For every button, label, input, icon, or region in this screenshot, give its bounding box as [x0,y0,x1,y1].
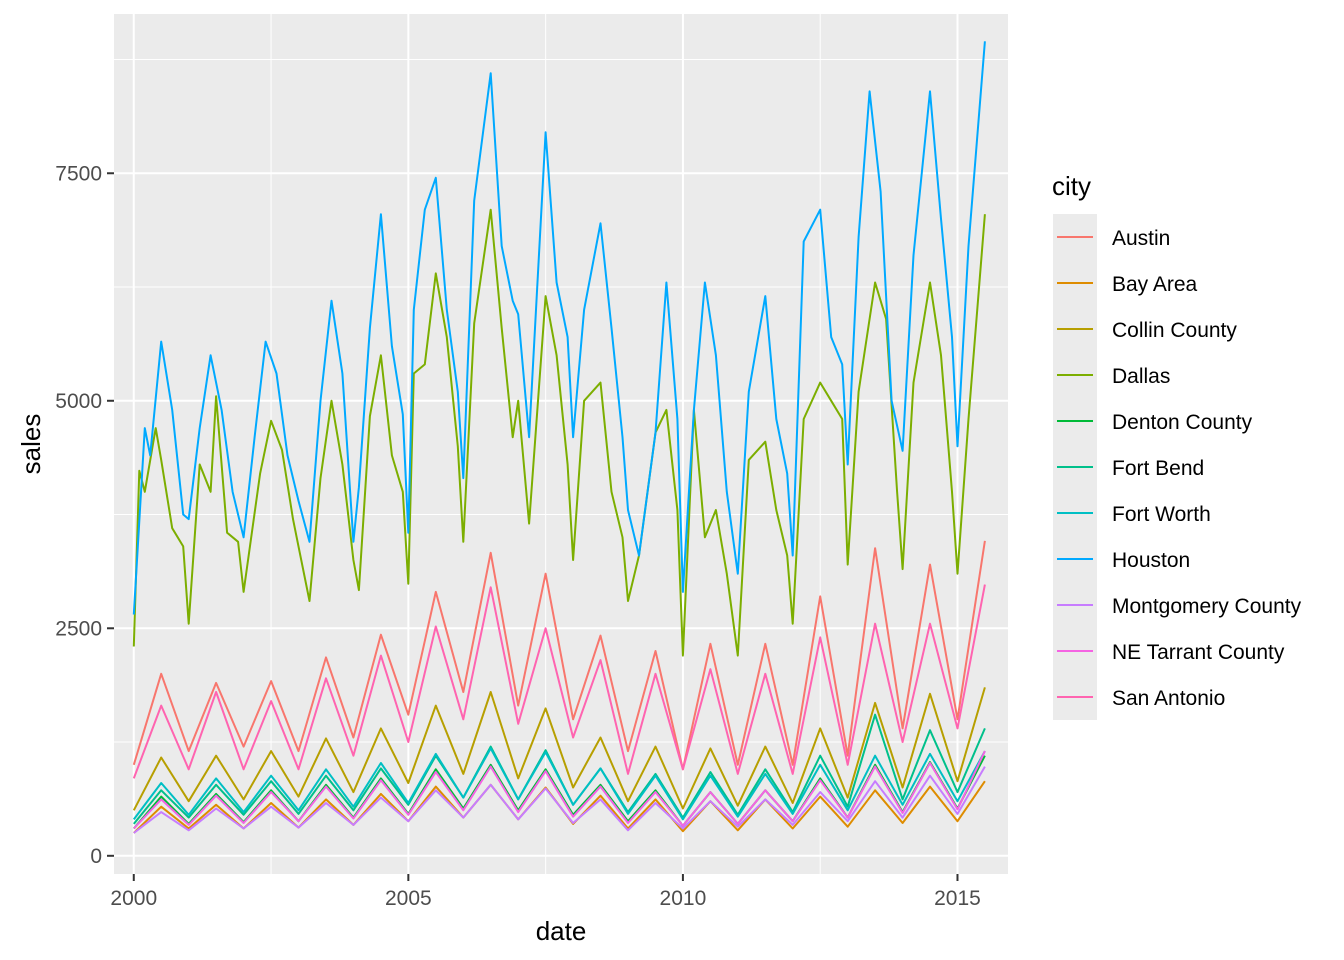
legend-label: Denton County [1112,411,1253,434]
legend-label: Montgomery County [1112,595,1302,618]
legend-label: Fort Bend [1112,457,1204,480]
y-tick-label: 2500 [55,617,102,640]
legend-label: Collin County [1112,319,1237,342]
y-tick-label: 5000 [55,390,102,413]
axis-ticks [107,172,959,881]
minor-gridlines [114,14,1008,874]
legend-item-ne-tarrant-county: NE Tarrant County [1053,628,1285,674]
x-tick-label: 2010 [660,887,707,910]
legend-items: Austin Bay Area Collin County Dallas Denton … [1053,214,1302,720]
legend-label: Houston [1112,549,1190,572]
legend-item-collin-county: Collin County [1053,306,1237,352]
series-line-dallas [132,208,986,657]
legend-item-fort-worth: Fort Worth [1053,490,1211,536]
legend-item-bay-area: Bay Area [1053,260,1198,306]
legend-item-san-antonio: San Antonio [1053,674,1225,720]
series-line-san-antonio [132,584,986,779]
y-tick-label: 7500 [55,162,102,185]
legend-title: city [1052,171,1091,201]
legend-item-fort-bend: Fort Bend [1053,444,1204,490]
plot-panel [114,14,1008,874]
legend: city Austin Bay Area Collin County Dallas De… [1052,171,1302,720]
series-line-fort-worth [133,747,986,821]
x-axis-title: date [536,916,587,946]
x-tick-labels: 2000 2005 2010 2015 [110,887,980,910]
y-tick-label: 0 [90,845,102,868]
series-line-collin-county [132,687,986,811]
x-tick-label: 2015 [934,887,981,910]
series-line-houston [132,41,986,615]
series-layer [132,41,986,834]
legend-item-montgomery-county: Montgomery County [1053,582,1302,628]
legend-label: Bay Area [1112,273,1198,296]
series-line-montgomery-county [133,766,986,834]
legend-item-denton-county: Denton County [1053,398,1253,444]
legend-label: Austin [1112,227,1170,250]
series-line-austin [132,540,986,771]
y-axis-title: sales [16,414,46,475]
legend-label: Fort Worth [1112,503,1211,526]
legend-item-dallas: Dallas [1053,352,1170,398]
x-tick-label: 2005 [385,887,432,910]
series-line-ne-tarrant-county [133,750,986,830]
y-tick-labels: 0 2500 5000 7500 [55,162,102,868]
x-tick-label: 2000 [110,887,157,910]
legend-item-austin: Austin [1053,214,1170,260]
legend-label: NE Tarrant County [1112,641,1285,664]
legend-label: San Antonio [1112,687,1225,710]
legend-item-houston: Houston [1053,536,1190,582]
legend-label: Dallas [1112,365,1170,388]
